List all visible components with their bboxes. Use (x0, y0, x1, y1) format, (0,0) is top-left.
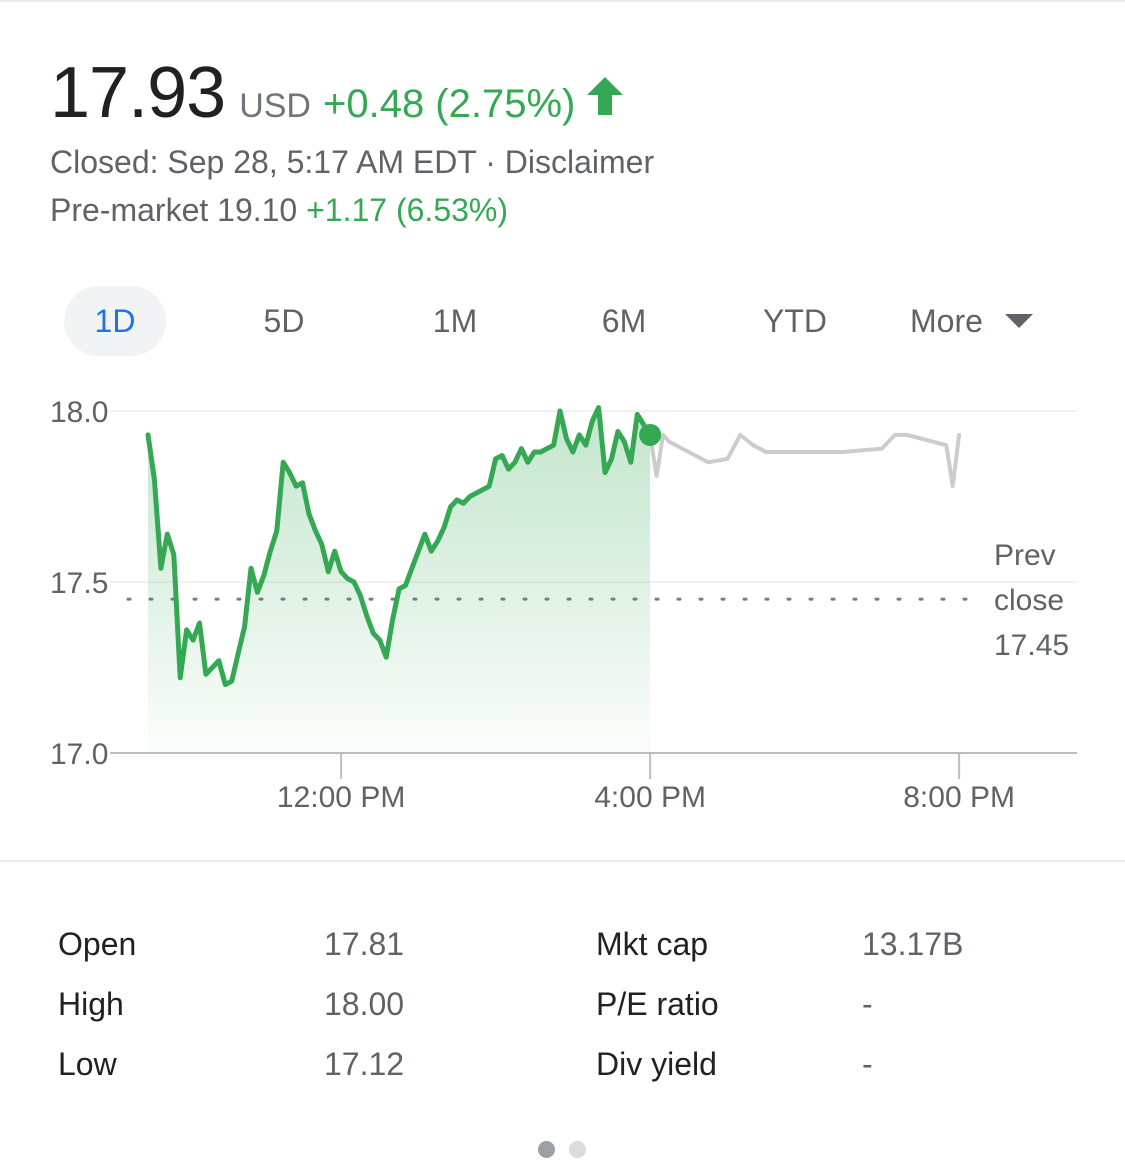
status-separator: · (476, 144, 505, 180)
chevron-down-icon (1004, 314, 1033, 328)
stat-value: 13.17B (862, 926, 964, 962)
stat-value: 17.12 (324, 1046, 405, 1082)
x-tick-label: 4:00 PM (594, 781, 706, 814)
stat-row-open: Open 17.81 Mkt cap 13.17B (0, 926, 1125, 976)
prev-close-label: 17.45 (994, 629, 1069, 662)
tab-6m[interactable]: 6M (601, 303, 647, 339)
prev-close-label: close (994, 584, 1064, 617)
tab-5d[interactable]: 5D (263, 303, 305, 339)
closed-time: Closed: Sep 28, 5:17 AM EDT (50, 144, 477, 180)
current-price: 17.93 (50, 53, 226, 133)
section-divider (0, 860, 1125, 862)
market-status: Closed: Sep 28, 5:17 AM EDT · Disclaimer (50, 144, 654, 181)
arrow-up-icon (587, 77, 624, 115)
stat-label: High (58, 986, 124, 1022)
premarket-label: Pre-market (50, 192, 209, 228)
page-dot[interactable] (569, 1141, 586, 1158)
range-tabs: 1D 5D 1M 6M YTD More (0, 286, 1125, 356)
last-price-point (639, 423, 662, 446)
stat-value: - (862, 1046, 873, 1082)
currency-label: USD (239, 87, 311, 125)
stat-value: 17.81 (324, 926, 405, 962)
more-label: More (910, 303, 983, 339)
stat-label: Mkt cap (596, 926, 709, 962)
stat-label: P/E ratio (596, 986, 719, 1022)
stat-value: 18.00 (324, 986, 405, 1022)
tab-1m[interactable]: 1M (432, 303, 478, 339)
stat-row-high: High 18.00 P/E ratio - (0, 986, 1125, 1036)
tab-1d[interactable]: 1D (64, 286, 166, 356)
stat-row-low: Low 17.12 Div yield - (0, 1046, 1125, 1096)
tab-ytd[interactable]: YTD (763, 303, 827, 339)
stat-label: Open (58, 926, 137, 962)
disclaimer-link[interactable]: Disclaimer (504, 144, 655, 180)
price-chart[interactable]: 18.0 17.5 17.0 12:00 PM 4:00 PM 8:00 PM Prev cl… (0, 380, 1125, 820)
y-tick-label: 18.0 (50, 396, 108, 429)
quote-header: 17.93 USD +0.48 (2.75%) (50, 52, 625, 134)
price-change: +0.48 (2.75%) (322, 82, 576, 126)
top-divider (0, 0, 1125, 2)
page-dot-active[interactable] (538, 1141, 555, 1158)
x-tick-label: 8:00 PM (903, 781, 1015, 814)
x-tick-label: 12:00 PM (277, 781, 405, 814)
regular-session-line (145, 405, 653, 688)
y-tick-label: 17.0 (50, 738, 108, 771)
premarket-quote: Pre-market 19.10 +1.17 (6.53%) (50, 192, 508, 229)
stat-label: Low (58, 1046, 117, 1082)
prev-close-label: Prev (994, 539, 1056, 572)
stat-label: Div yield (596, 1046, 717, 1082)
after-hours-line (648, 432, 962, 489)
premarket-change: +1.17 (6.53%) (306, 192, 509, 228)
more-dropdown[interactable]: More (910, 286, 1050, 356)
pagination-dots (538, 1141, 586, 1158)
stat-value: - (862, 986, 873, 1022)
regular-session-area (148, 407, 651, 753)
y-tick-label: 17.5 (50, 567, 108, 600)
premarket-price: 19.10 (217, 192, 298, 228)
